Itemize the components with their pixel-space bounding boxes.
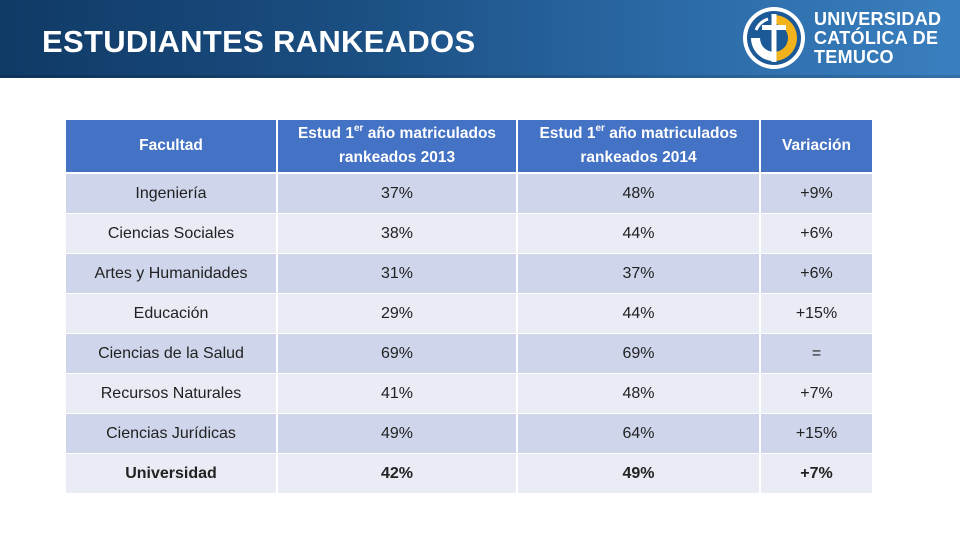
cell-2014: 69% [517,333,761,374]
cell-variacion: +15% [760,413,872,454]
table-row: Ciencias de la Salud 69% 69% = [66,333,872,374]
cell-facultad: Educación [66,293,278,334]
table-header-row: Facultad Estud 1er año matriculados ranke… [66,120,872,174]
cell-2013: 41% [277,373,518,414]
table-total-row: Universidad 42% 49% +7% [66,453,872,494]
cell-2014: 48% [517,373,761,414]
logo-line-3: TEMUCO [814,46,894,67]
cell-2013: 42% [277,453,518,494]
logo-text: UNIVERSIDAD CATÓLICA DE TEMUCO [814,8,942,67]
cell-variacion: +7% [760,373,872,414]
cell-2013: 49% [277,413,518,454]
cell-2014: 49% [517,453,761,494]
logo-line-2: CATÓLICA DE [814,27,939,48]
table-row: Ingeniería 37% 48% +9% [66,173,872,214]
logo-line-1: UNIVERSIDAD [814,8,942,29]
cell-variacion: +6% [760,213,872,254]
cell-2014: 64% [517,413,761,454]
cell-variacion: +15% [760,293,872,334]
cell-2014: 44% [517,213,761,254]
cell-variacion: +9% [760,173,872,214]
table-row: Recursos Naturales 41% 48% +7% [66,373,872,414]
header-2014: Estud 1er año matriculados rankeados 2014 [517,120,761,174]
header-2014-line2: rankeados 2014 [580,149,697,166]
cell-2013: 29% [277,293,518,334]
table-row: Ciencias Sociales 38% 44% +6% [66,213,872,254]
header-variacion: Variación [760,120,872,174]
ranking-table: Facultad Estud 1er año matriculados ranke… [66,120,872,494]
cell-facultad: Ingeniería [66,173,278,214]
cell-facultad: Ciencias de la Salud [66,333,278,374]
cell-facultad: Universidad [66,453,278,494]
cell-variacion: = [760,333,872,374]
header-2013-line2: rankeados 2013 [338,149,456,166]
cell-facultad: Ciencias Jurídicas [66,413,278,454]
cell-2014: 48% [517,173,761,214]
slide-title: ESTUDIANTES RANKEADOS [42,24,476,59]
university-emblem-icon [743,7,805,69]
header-2014-post: año matriculados [604,125,738,142]
header-2013-pre: Estud 1 [297,125,354,142]
header-2014-sup: er [595,123,605,134]
cell-2013: 37% [277,173,518,214]
cell-facultad: Ciencias Sociales [66,213,278,254]
cell-facultad: Recursos Naturales [66,373,278,414]
header-2013-post: año matriculados [363,125,497,142]
university-logo: UNIVERSIDAD CATÓLICA DE TEMUCO [742,4,952,72]
header-2014-pre: Estud 1 [539,125,596,142]
header-2013-sup: er [353,123,364,134]
header-2013: Estud 1er año matriculados rankeados 2013 [277,120,518,174]
cell-variacion: +7% [760,453,872,494]
cell-2013: 38% [277,213,518,254]
cell-facultad: Artes y Humanidades [66,253,278,294]
ranking-table-container: Facultad Estud 1er año matriculados ranke… [66,120,872,494]
cell-2014: 37% [517,253,761,294]
table-row: Ciencias Jurídicas 49% 64% +15% [66,413,872,454]
cell-2014: 44% [517,293,761,334]
cell-variacion: +6% [760,253,872,294]
header-facultad: Facultad [66,120,278,174]
table-row: Educación 29% 44% +15% [66,293,872,334]
cell-2013: 31% [277,253,518,294]
cell-2013: 69% [277,333,518,374]
table-row: Artes y Humanidades 31% 37% +6% [66,253,872,294]
